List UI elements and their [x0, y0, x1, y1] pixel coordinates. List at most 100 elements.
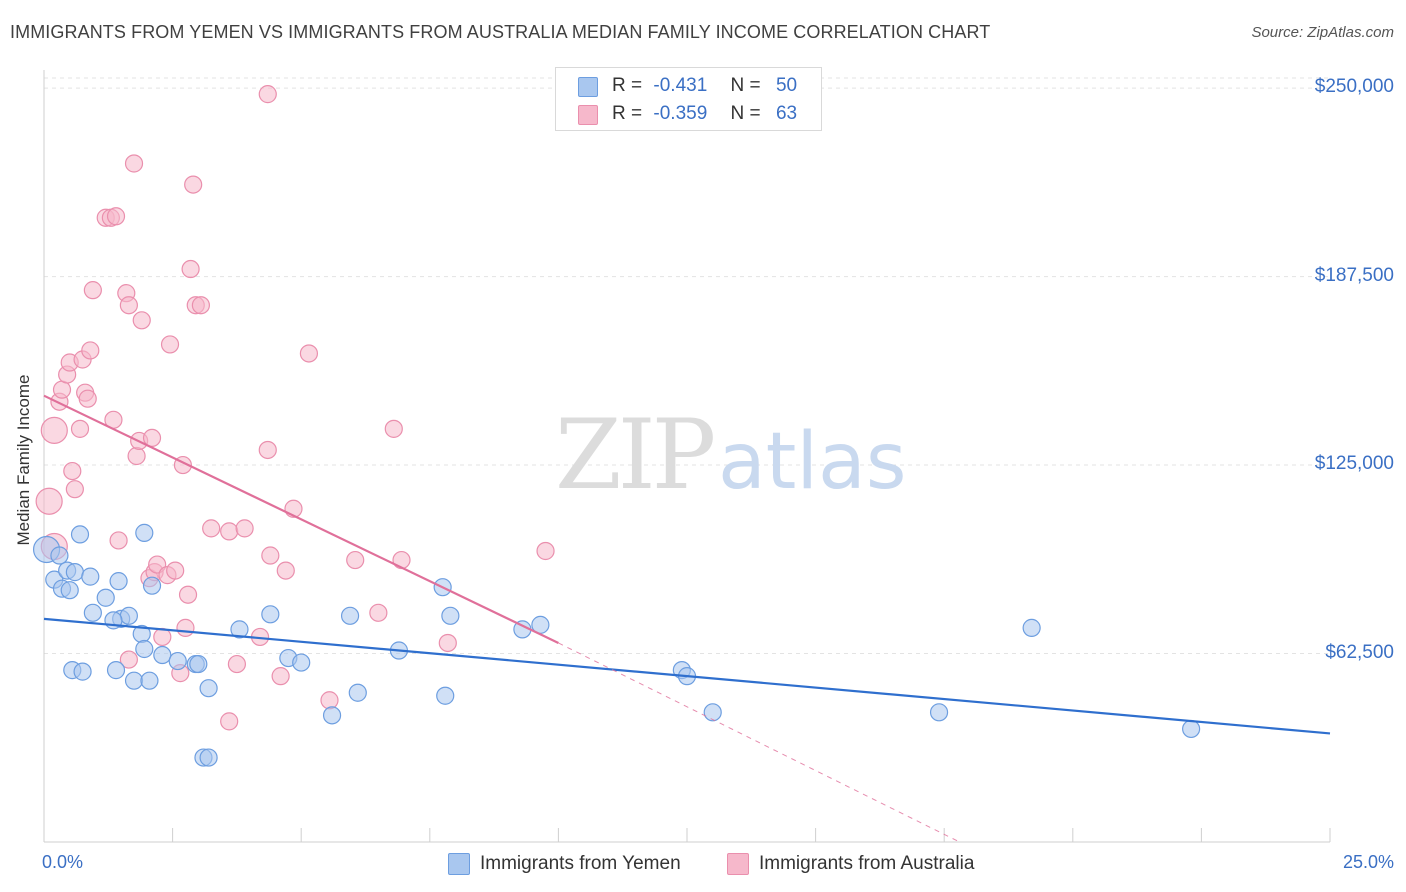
australia-point-13 — [83, 281, 102, 300]
australia-point-49 — [271, 667, 290, 686]
bottom-australia-swatch — [727, 853, 749, 875]
watermark-zip: ZIP — [555, 399, 714, 511]
yemen-point-30 — [292, 653, 311, 672]
australia-point-60 — [258, 85, 277, 104]
australia-point-52 — [299, 344, 319, 363]
australia-point-57 — [392, 550, 411, 570]
yemen-point-20 — [153, 645, 172, 665]
yemen-point-46 — [135, 523, 154, 542]
yemen-point-36 — [436, 686, 455, 705]
yemen-points — [32, 523, 1201, 767]
australia-point-3 — [52, 380, 72, 399]
australia-point-6 — [63, 461, 82, 481]
y-tick-label-3: $250,000 — [1314, 76, 1394, 98]
yemen-swatch — [578, 77, 598, 97]
yemen-point-33 — [348, 683, 367, 702]
yemen-point-14 — [106, 661, 126, 680]
y-tick-label-1: $125,000 — [1314, 453, 1394, 475]
grid-lines — [44, 77, 1330, 655]
legend-yemen-r-value: -0.431 — [653, 75, 708, 96]
yemen-point-19 — [142, 576, 162, 595]
australia-point-45 — [235, 519, 254, 538]
australia-point-47 — [258, 440, 277, 460]
yemen-point-26 — [199, 748, 218, 767]
yemen-point-13 — [119, 606, 138, 625]
legend-yemen-r-label: R = — [612, 75, 643, 96]
yemen-point-11 — [109, 572, 128, 591]
australia-point-48 — [261, 546, 280, 565]
legend-australia-r-label: R = — [612, 103, 643, 124]
yemen-point-24 — [199, 679, 218, 698]
bottom-yemen-swatch — [448, 853, 470, 875]
australia-point-42 — [220, 522, 239, 541]
watermark-atlas: atlas — [718, 417, 907, 507]
australia-point-50 — [276, 561, 295, 580]
australia-point-58 — [438, 633, 457, 653]
australia-point-1 — [40, 416, 68, 444]
y-axis-label: Median Family Income — [14, 374, 33, 546]
australia-swatch — [578, 105, 598, 125]
australia-point-11 — [78, 389, 97, 408]
australia-point-32 — [166, 561, 185, 580]
australia-point-44 — [227, 654, 246, 674]
australia-point-20 — [119, 296, 138, 315]
yemen-point-5 — [81, 567, 100, 586]
x-tick-min: 0.0% — [42, 852, 84, 872]
yemen-point-32 — [340, 606, 360, 625]
bottom-australia-label: Immigrants from Australia — [759, 853, 975, 874]
watermark: ZIP atlas — [555, 399, 907, 511]
australia-point-19 — [119, 650, 138, 669]
yemen-point-6 — [70, 525, 90, 544]
y-tick-label-2: $187,500 — [1314, 264, 1394, 286]
source-label: Source: ZipAtlas.com — [1251, 24, 1394, 41]
yemen-point-18 — [140, 671, 159, 690]
yemen-point-4 — [65, 563, 84, 582]
australia-point-21 — [124, 154, 144, 173]
correlation-legend: R = -0.431 N = 50 R = -0.359 N = 63 — [555, 67, 822, 131]
yemen-point-15 — [124, 671, 144, 690]
yemen-point-27 — [230, 620, 249, 639]
australia-point-59 — [536, 541, 555, 561]
australia-point-31 — [160, 335, 180, 354]
legend-yemen-n-value: 50 — [775, 75, 798, 96]
trend-lines — [43, 394, 1331, 843]
yemen-point-31 — [322, 706, 342, 725]
yemen-point-47 — [60, 581, 79, 600]
australia-point-7 — [65, 480, 84, 499]
chart-title: IMMIGRANTS FROM YEMEN VS IMMIGRANTS FROM… — [10, 22, 991, 42]
australia-point-22 — [127, 446, 146, 466]
yemen-point-17 — [135, 639, 154, 659]
australia-point-56 — [384, 419, 403, 438]
australia-point-8 — [70, 419, 90, 438]
yemen-point-44 — [1022, 618, 1041, 637]
legend-australia-n-label: N = — [730, 103, 761, 124]
australia-point-62 — [106, 207, 126, 226]
australia-point-55 — [369, 603, 388, 622]
yemen-point-28 — [261, 605, 280, 624]
australia-point-41 — [202, 519, 221, 538]
yemen-point-49 — [50, 546, 69, 565]
yemen-point-8 — [73, 662, 92, 681]
australia-points — [35, 85, 555, 731]
australia-point-37 — [181, 259, 200, 279]
yemen-trend-line — [43, 617, 1331, 735]
yemen-point-45 — [1182, 719, 1201, 739]
yemen-point-23 — [189, 654, 208, 674]
australia-point-24 — [132, 311, 151, 330]
axes — [43, 70, 1331, 843]
australia-point-36 — [178, 585, 198, 604]
legend-australia-n-value: 63 — [775, 103, 798, 124]
australia-point-43 — [220, 712, 239, 731]
australia-point-53 — [320, 691, 339, 710]
australia-trend-line — [43, 394, 559, 644]
legend-yemen-n-label: N = — [730, 75, 761, 96]
australia-trend-extension — [558, 642, 960, 843]
australia-point-38 — [184, 175, 203, 194]
x-tick-max: 25.0% — [1342, 852, 1394, 872]
australia-point-0 — [35, 487, 63, 515]
australia-point-12 — [81, 341, 100, 360]
australia-point-54 — [346, 550, 365, 570]
yemen-point-21 — [168, 651, 187, 671]
bottom-yemen-label: Immigrants from Yemen — [480, 853, 681, 874]
